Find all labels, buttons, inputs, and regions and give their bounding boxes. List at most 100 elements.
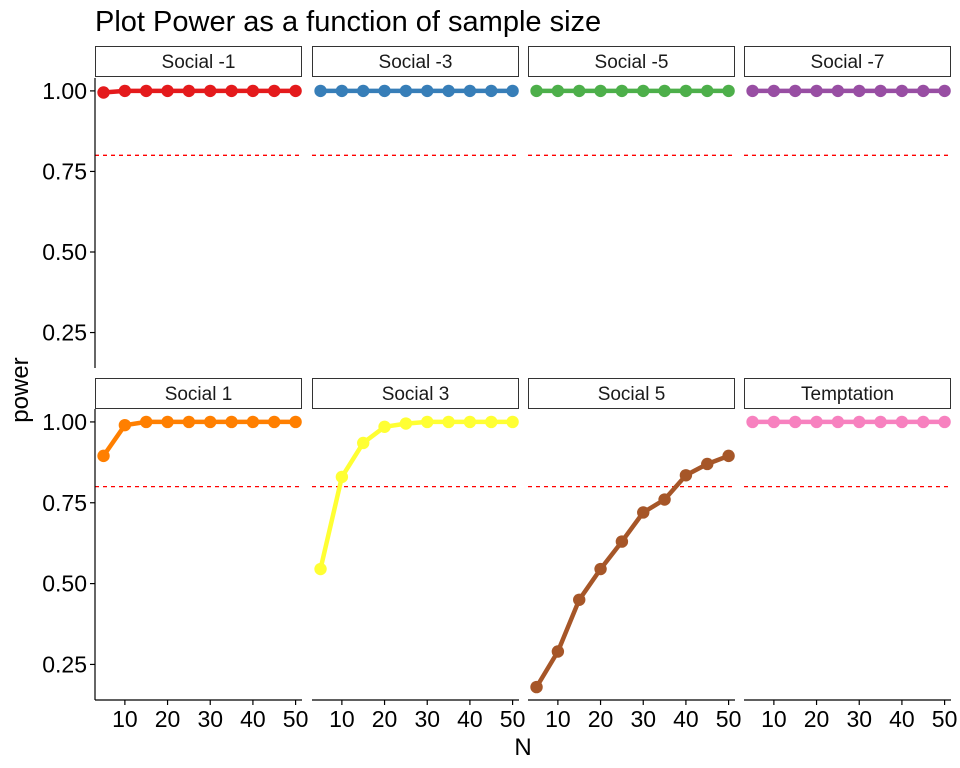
data-point (637, 84, 650, 98)
data-point (853, 415, 866, 429)
data-point (594, 84, 607, 98)
x-tick-label: 10 (112, 706, 138, 732)
data-point (140, 84, 153, 98)
data-point (831, 415, 845, 429)
x-tick-label: 30 (197, 706, 223, 732)
x-tick-label: 30 (630, 706, 656, 732)
data-point (551, 84, 565, 98)
facet-strip (528, 378, 735, 409)
data-point (442, 84, 455, 98)
series-line (101, 419, 296, 458)
data-point (874, 415, 887, 429)
data-point (506, 415, 519, 429)
x-tick-label: 50 (716, 706, 742, 732)
data-point (938, 84, 951, 98)
data-point (895, 415, 909, 429)
facet-strip-label: Social -5 (595, 52, 669, 73)
data-point (831, 84, 845, 98)
data-point (853, 84, 866, 98)
data-point (182, 415, 196, 429)
data-point (658, 84, 671, 98)
facet-strip (312, 46, 519, 77)
data-point (874, 84, 887, 98)
data-point (289, 415, 302, 429)
data-point (378, 420, 391, 433)
facet-strip (528, 46, 735, 77)
y-tick-label: 0.25 (42, 320, 87, 346)
facet-panel: Social 5 10 20 30 40 50 (528, 378, 742, 732)
x-tick-label: 40 (457, 706, 483, 732)
data-point (573, 84, 586, 98)
x-tick-label: 40 (889, 706, 915, 732)
data-point (658, 493, 671, 506)
data-point (530, 84, 543, 98)
data-point (442, 415, 455, 429)
facet-panel: Social 3 10 20 30 40 50 (312, 378, 526, 732)
data-point (246, 415, 260, 429)
data-point (204, 415, 217, 429)
y-tick-label: 1.00 (42, 409, 87, 435)
x-tick-label: 40 (240, 706, 266, 732)
data-point (289, 84, 302, 98)
data-point (421, 415, 434, 429)
data-point (399, 417, 413, 430)
facet-strip-label: Social 3 (382, 384, 450, 405)
data-point (357, 84, 370, 98)
y-tick-label: 0.75 (42, 490, 87, 516)
data-point (182, 84, 196, 98)
data-point (810, 415, 823, 429)
data-point (810, 84, 823, 98)
data-point (679, 84, 693, 98)
data-point (615, 84, 629, 98)
data-point (357, 436, 370, 450)
data-point (97, 86, 110, 99)
facet-strip-label: Temptation (801, 384, 894, 405)
facet-strip (312, 378, 519, 409)
data-point (335, 470, 349, 484)
data-point (615, 535, 629, 548)
x-tick-label: 10 (761, 706, 787, 732)
data-point (314, 84, 327, 98)
x-tick-label: 50 (932, 706, 958, 732)
data-point (701, 457, 714, 471)
data-point (314, 562, 327, 576)
x-tick-label: 50 (283, 706, 309, 732)
data-point (789, 415, 802, 429)
series-line (103, 88, 296, 95)
x-axis-title: N (514, 734, 531, 761)
series-line (534, 453, 730, 689)
x-tick-label: 10 (329, 706, 355, 732)
facet-panels: Social -1 0.25 0.50 0.75 1.00 Social -3 Social… (42, 46, 958, 732)
data-point (463, 84, 477, 98)
data-point (530, 680, 543, 694)
data-point (917, 415, 930, 429)
facet-strip-label: Social -1 (162, 52, 236, 73)
data-point (637, 506, 650, 519)
x-tick-label: 50 (500, 706, 526, 732)
data-point (225, 415, 238, 429)
facet-strip-label: Social 5 (598, 384, 666, 405)
data-point (161, 84, 174, 98)
chart-title: Plot Power as a function of sample size (95, 6, 601, 38)
facet-panel: Temptation 10 20 30 40 50 (744, 378, 958, 732)
data-point (399, 84, 413, 98)
data-point (118, 84, 132, 98)
data-point (551, 645, 565, 658)
x-tick-label: 20 (372, 706, 398, 732)
facet-panel: Social -3 (312, 46, 519, 156)
data-point (594, 562, 607, 576)
facet-panel: Social -1 0.25 0.50 0.75 1.00 (42, 46, 302, 368)
data-point (895, 84, 909, 98)
data-point (204, 84, 217, 98)
x-tick-label: 20 (155, 706, 181, 732)
y-tick-label: 0.75 (42, 158, 87, 184)
series-line (318, 419, 513, 570)
data-point (421, 84, 434, 98)
data-point (225, 84, 238, 98)
facet-strip (744, 378, 951, 409)
data-point (573, 593, 586, 606)
data-point (722, 84, 735, 98)
facet-strip (95, 46, 302, 77)
y-tick-label: 0.50 (42, 571, 87, 597)
data-point (767, 415, 781, 429)
